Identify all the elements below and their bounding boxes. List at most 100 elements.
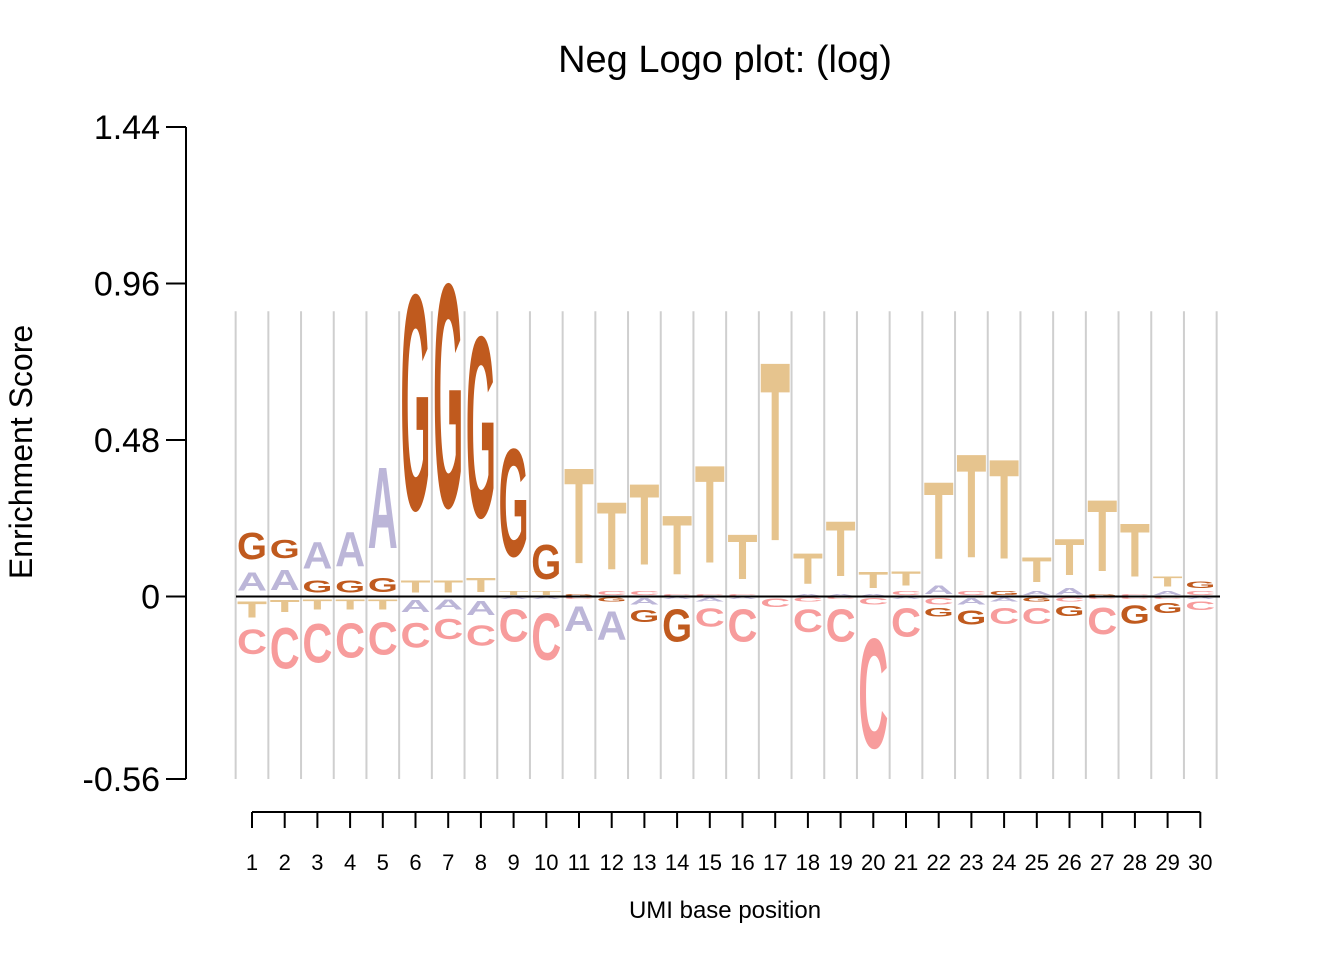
logo-glyph-C-pos-6: C [401, 616, 431, 655]
logo-glyph-G-pos-14: G [662, 600, 692, 652]
logo-glyph-T-pos-20: T [858, 567, 889, 593]
logo-glyph-C-pos-4: C [335, 613, 365, 668]
logo-glyph-C-pos-21: C [891, 600, 921, 646]
logo-glyph-T-pos-28: T [1120, 508, 1150, 593]
x-tick-label: 3 [311, 850, 323, 875]
logo-glyph-C-pos-24: C [989, 604, 1019, 630]
x-tick-label: 29 [1155, 850, 1179, 875]
logo-glyph-G-pos-4: G [335, 577, 365, 596]
logo-glyph-G-pos-6: G [401, 230, 431, 575]
logo-glyph-C-pos-28: C [1120, 593, 1150, 596]
logo-glyph-T-pos-5: T [368, 596, 398, 612]
logo-glyph-A-pos-10: A [531, 596, 561, 599]
logo-glyph-C-pos-21: C [891, 590, 921, 596]
x-tick-label: 27 [1090, 850, 1114, 875]
logo-glyph-C-pos-15: C [695, 604, 725, 633]
logo-glyph-G-pos-24: G [989, 590, 1019, 597]
logo-glyph-T-pos-12: T [597, 483, 627, 590]
x-tick-label: 2 [279, 850, 291, 875]
logo-glyph-A-pos-24: A [989, 597, 1019, 603]
logo-glyph-C-pos-20: C [858, 607, 888, 782]
logo-glyph-C-pos-3: C [302, 614, 332, 675]
logo-glyph-A-pos-7: A [433, 596, 463, 612]
logo-glyph-C-pos-29: C [1153, 596, 1183, 599]
x-tick-label: 7 [442, 850, 454, 875]
logo-glyph-T-pos-19: T [826, 505, 856, 593]
logo-glyph-T-pos-13: T [629, 459, 659, 589]
logo-glyph-G-pos-23: G [956, 606, 986, 629]
logo-glyph-T-pos-2: T [270, 597, 301, 616]
x-tick-label: 30 [1188, 850, 1212, 875]
logo-glyph-C-pos-18: C [793, 602, 823, 638]
logo-glyph-C-pos-17: C [760, 597, 790, 610]
logo-glyph-A-pos-23: A [956, 597, 986, 607]
x-axis: 1 2 3 4 5 6 7 8 9 10 11 12 13 14 15 16 17 18 19 20 21 22 23 24 2… [246, 811, 1213, 875]
logo-glyph-C-pos-30: C [1185, 590, 1215, 596]
logo-glyph-G-pos-10: G [531, 536, 561, 591]
logo-glyph-C-pos-18: C [793, 597, 823, 603]
logo-glyph-A-pos-20: A [858, 593, 888, 596]
x-tick-label: 17 [763, 850, 787, 875]
logo-glyph-C-pos-30: C [1185, 600, 1215, 613]
logo-glyph-T-pos-23: T [956, 424, 986, 589]
x-tick-label: 20 [861, 850, 885, 875]
logo-glyph-G-pos-27: G [1087, 593, 1117, 596]
y-axis: 1.44 0.96 0.48 0 -0.56 [83, 109, 187, 799]
x-tick-label: 13 [632, 850, 656, 875]
logo-glyph-C-pos-14: C [662, 593, 692, 596]
x-axis-label: UMI base position [629, 897, 821, 924]
x-tick-label: 9 [507, 850, 519, 875]
x-tick-label: 26 [1057, 850, 1081, 875]
x-tick-label: 5 [377, 850, 389, 875]
logo-glyph-T-pos-18: T [793, 544, 823, 593]
logo-glyph-G-pos-12: G [597, 596, 627, 603]
logo-glyph-A-pos-1: A [237, 568, 267, 597]
logo-glyph-C-pos-2: C [270, 615, 300, 681]
logo-glyph-C-pos-20: C [858, 597, 888, 607]
x-tick-label: 6 [409, 850, 421, 875]
logo-glyph-T-pos-21: T [891, 567, 921, 590]
logo-glyph-G-pos-22: G [924, 606, 954, 619]
logo-glyph-T-pos-11: T [564, 439, 594, 592]
logo-glyph-T-pos-14: T [662, 498, 692, 593]
logo-glyph-T-pos-22: T [924, 461, 954, 584]
logo-glyph-A-pos-4: A [335, 522, 365, 577]
x-tick-label: 25 [1025, 850, 1049, 875]
x-tick-label: 23 [959, 850, 983, 875]
x-tick-label: 4 [344, 850, 356, 875]
logo-glyph-A-pos-6: A [400, 596, 430, 616]
logo-glyph-A-pos-13: A [629, 597, 659, 607]
x-tick-label: 12 [599, 850, 623, 875]
logo-glyph-T-pos-7: T [433, 577, 464, 596]
x-tick-label: 21 [894, 850, 918, 875]
y-axis-label: Enrichment Score [3, 325, 39, 579]
logo-glyph-C-pos-15: C [695, 593, 725, 596]
logo-glyph-T-pos-27: T [1087, 479, 1117, 592]
logo-glyph-G-pos-29: G [1153, 600, 1183, 616]
logo-glyph-C-pos-10: C [531, 600, 561, 675]
logo-glyphs: AGTCAGTCGATCGATCGATCTGACTGACTGACTGACTGAC… [236, 219, 1220, 782]
logo-glyph-C-pos-26: C [1054, 597, 1084, 603]
logo-glyph-C-pos-27: C [1087, 596, 1117, 599]
logo-glyph-G-pos-26: G [1055, 604, 1085, 620]
logo-glyph-C-pos-9: C [499, 600, 529, 652]
y-tick-label: -0.56 [83, 761, 161, 799]
logo-glyph-C-pos-11: C [564, 596, 594, 599]
logo-glyph-C-pos-16: C [728, 600, 758, 652]
logo-glyph-A-pos-3: A [302, 535, 332, 577]
logo-glyph-G-pos-2: G [270, 534, 300, 563]
x-tick-label: 1 [246, 850, 258, 875]
logo-glyph-T-pos-3: T [302, 596, 332, 612]
logo-glyph-T-pos-10: T [531, 590, 561, 596]
x-tick-label: 16 [730, 850, 754, 875]
logo-glyph-G-pos-3: G [302, 577, 332, 596]
logo-glyph-G-pos-9: G [499, 416, 529, 589]
y-tick-label: 1.44 [94, 109, 160, 147]
x-tick-label: 24 [992, 850, 1016, 875]
logo-glyph-T-pos-1: T [237, 597, 268, 623]
logo-glyph-G-pos-13: G [629, 607, 659, 626]
logo-glyph-A-pos-29: A [1153, 590, 1183, 596]
logo-glyph-T-pos-8: T [466, 574, 496, 597]
chart-title: Neg Logo plot: (log) [558, 39, 892, 81]
